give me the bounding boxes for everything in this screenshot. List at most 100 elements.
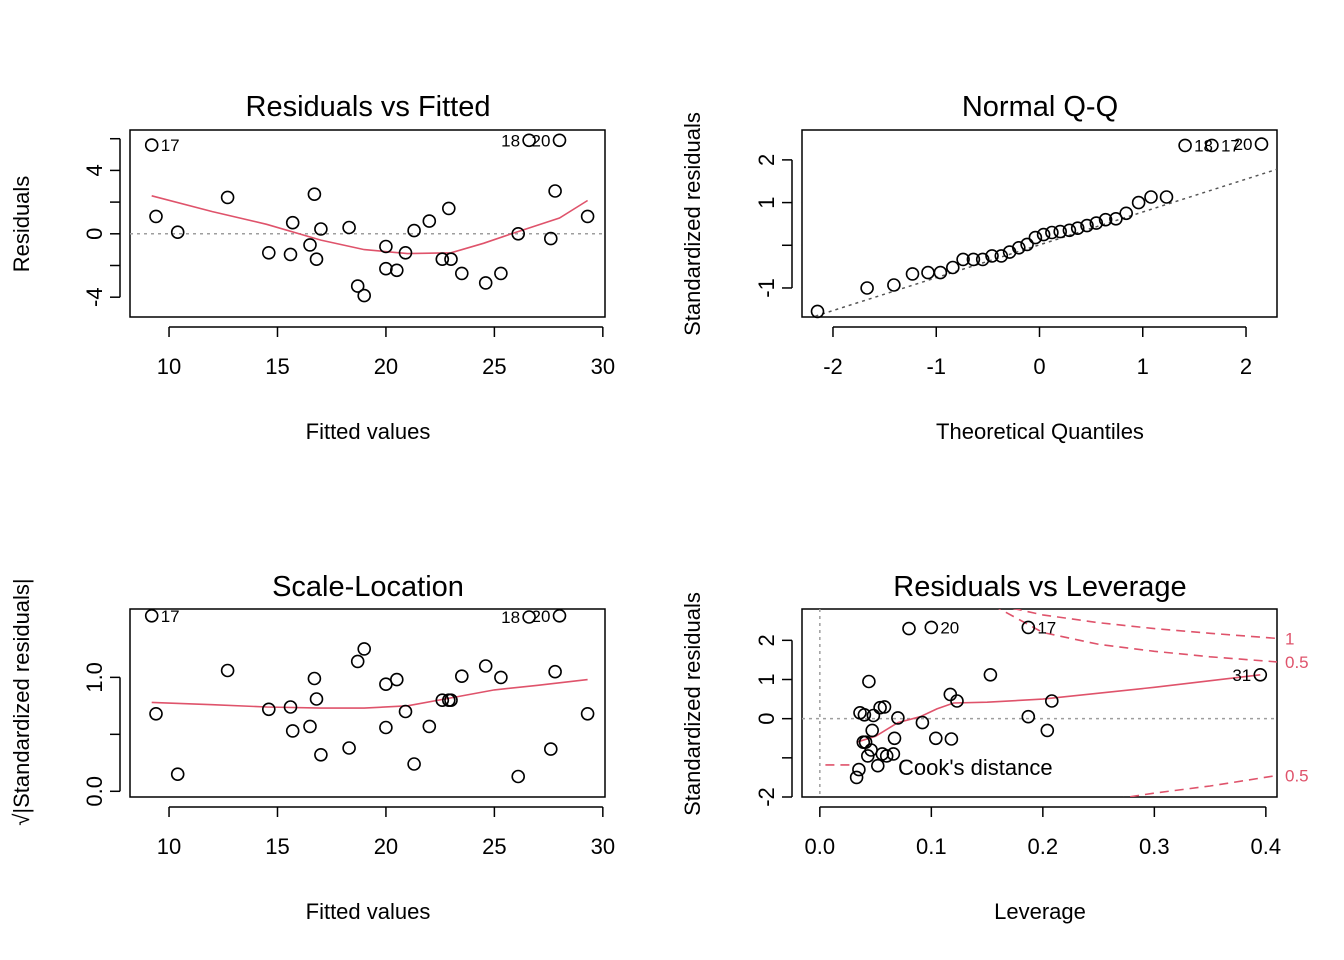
x-axis-label: Leverage	[994, 899, 1086, 924]
data-point	[422, 719, 437, 734]
smooth-line	[856, 674, 1261, 743]
point-id-label: 18	[1194, 136, 1213, 155]
data-point	[309, 252, 324, 267]
data-point	[407, 757, 421, 771]
data-point	[1062, 223, 1077, 238]
y-tick-label: -4	[82, 287, 107, 307]
y-tick-label: -2	[754, 787, 779, 807]
data-point	[357, 288, 372, 303]
data-point	[283, 700, 298, 714]
data-point	[552, 608, 567, 623]
x-tick-label: 10	[157, 834, 181, 859]
data-point	[144, 138, 159, 152]
data-point	[1045, 225, 1059, 240]
y-tick-label: 2	[754, 634, 779, 646]
data-point	[494, 670, 508, 685]
data-point	[283, 247, 298, 262]
point-id-label: 17	[1037, 618, 1056, 637]
x-tick-label: 25	[482, 834, 506, 859]
data-point	[309, 692, 324, 706]
data-point	[303, 719, 317, 734]
data-point	[170, 225, 185, 239]
data-point	[342, 741, 356, 755]
data-point	[877, 700, 892, 714]
data-point	[943, 687, 958, 702]
data-point	[870, 758, 885, 773]
plot-frame	[129, 608, 606, 798]
cooks-contour-label: 0.5	[1285, 653, 1309, 672]
data-point	[1109, 212, 1123, 226]
data-point	[1036, 227, 1051, 242]
data-point	[548, 184, 562, 198]
data-point	[478, 659, 493, 673]
y-axis-label: Standardized residuals	[680, 592, 705, 816]
qq-reference-line	[810, 168, 1277, 317]
data-point	[407, 223, 421, 238]
x-tick-label: 0.3	[1139, 834, 1170, 859]
data-point	[303, 238, 317, 252]
panel-title: Normal Q-Q	[962, 91, 1118, 123]
data-point	[548, 664, 562, 679]
smooth-line	[151, 678, 588, 709]
y-tick-label: 1.0	[82, 662, 107, 693]
data-point	[983, 667, 998, 682]
x-axis-label: Theoretical Quantiles	[936, 419, 1144, 444]
x-tick-label: -2	[823, 354, 843, 379]
point-id-label: 31	[1232, 666, 1251, 685]
cooks-distance-legend: Cook's distance	[898, 755, 1053, 780]
data-point	[441, 201, 456, 216]
y-tick-label: 0.0	[82, 776, 107, 807]
data-point	[342, 220, 356, 235]
y-tick-label: 2	[754, 154, 779, 166]
data-point	[580, 209, 595, 224]
data-point	[887, 731, 902, 746]
data-point	[379, 720, 393, 735]
y-tick-label: 0	[82, 228, 107, 240]
data-point	[956, 252, 970, 267]
data-point	[860, 281, 874, 295]
data-point	[1144, 190, 1158, 204]
data-point	[1159, 190, 1174, 204]
data-point	[307, 671, 322, 686]
data-point	[494, 266, 508, 281]
panel-title: Scale-Location	[272, 571, 464, 603]
data-point	[149, 706, 163, 721]
data-point	[966, 252, 981, 267]
data-point	[149, 209, 163, 224]
data-point	[357, 642, 372, 656]
data-point	[522, 133, 536, 148]
point-id-label: 17	[1221, 136, 1240, 155]
data-point	[857, 707, 872, 722]
data-point	[398, 704, 413, 719]
data-point	[307, 187, 322, 201]
data-point	[1020, 237, 1034, 252]
data-point	[905, 267, 920, 281]
data-point	[379, 239, 393, 254]
data-point	[220, 190, 235, 205]
data-point	[543, 742, 558, 756]
data-point	[350, 279, 365, 293]
x-tick-label: 30	[591, 834, 615, 859]
data-point	[1205, 138, 1219, 153]
x-tick-label: 20	[374, 834, 398, 859]
point-id-label: 17	[161, 136, 180, 155]
point-id-label: 20	[940, 618, 959, 637]
x-tick-label: 30	[591, 354, 615, 379]
cooks-contour-label: 1	[1285, 629, 1294, 648]
y-tick-label: 0	[754, 713, 779, 725]
data-point	[1178, 138, 1192, 153]
data-point	[444, 252, 458, 267]
data-point	[915, 715, 930, 730]
x-axis-label: Fitted values	[306, 419, 431, 444]
data-point	[1254, 137, 1269, 151]
data-point	[1070, 221, 1085, 235]
data-point	[1253, 667, 1268, 682]
cooks-distance-contour	[1123, 774, 1277, 797]
data-point	[511, 227, 526, 241]
data-point	[1089, 216, 1104, 230]
data-point	[944, 732, 959, 746]
x-tick-label: 15	[265, 834, 289, 859]
x-tick-label: 0.1	[916, 834, 947, 859]
y-tick-label: -1	[754, 278, 779, 298]
